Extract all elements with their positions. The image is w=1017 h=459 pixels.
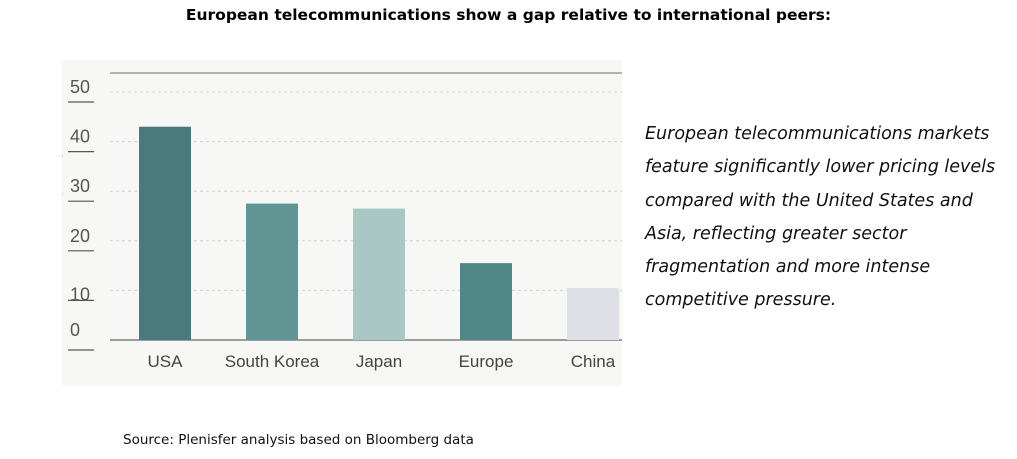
y-tick-label-40: 40: [70, 127, 90, 147]
source-note: Source: Plenisfer analysis based on Bloo…: [123, 432, 474, 448]
x-tick-label-europe: Europe: [459, 352, 514, 371]
x-tick-label-china: China: [571, 352, 616, 371]
y-tick-label-30: 30: [70, 176, 90, 196]
description-text: European telecommunications markets feat…: [645, 124, 996, 311]
bar-china: [567, 287, 619, 340]
y-tick-label-50: 50: [70, 77, 90, 97]
page-title: European telecommunications show a gap r…: [185, 6, 832, 24]
bar-chart: 0 10 20 30 40 50 Mobile ARPU (EUR) USA South Kor…: [62, 72, 622, 371]
bar-usa: [139, 126, 191, 340]
x-tick-label-south-korea: South Korea: [225, 352, 320, 371]
x-tick-label-japan: Japan: [356, 352, 402, 371]
chart-panel: 0 10 20 30 40 50 Mobile ARPU (EUR) USA South Kor…: [62, 60, 622, 386]
y-tick-label-0: 0: [70, 320, 80, 340]
y-tick-label-20: 20: [70, 226, 90, 246]
x-tick-label-usa: USA: [148, 352, 184, 371]
y-tick-label-10: 10: [70, 284, 90, 304]
bar-south-korea: [246, 203, 298, 340]
y-axis-title: Mobile ARPU (EUR): [62, 151, 63, 304]
bar-europe: [460, 263, 512, 340]
bar-japan: [353, 208, 405, 340]
